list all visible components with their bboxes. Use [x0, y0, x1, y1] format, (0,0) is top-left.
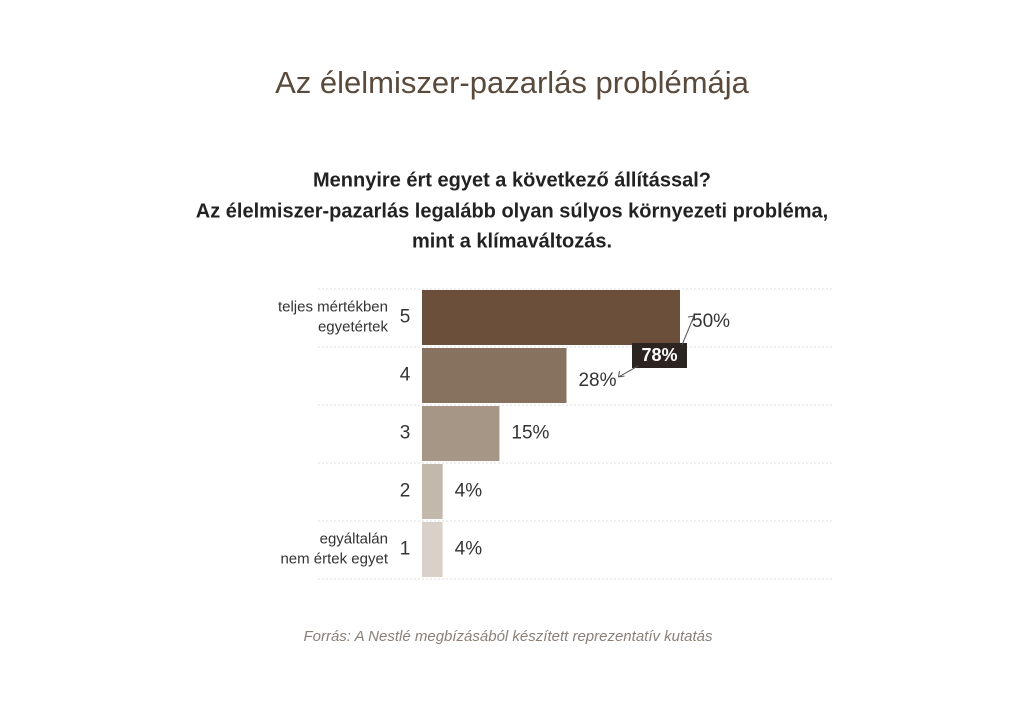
- subtitle: Mennyire ért egyet a következő állítássa…: [313, 169, 711, 191]
- value-label: 15%: [511, 423, 549, 444]
- value-label: 50%: [692, 311, 730, 332]
- category-description: nem értek egyet: [280, 550, 388, 567]
- category-label: 1: [400, 539, 411, 560]
- value-label: 28%: [578, 370, 616, 391]
- bar: [422, 348, 567, 403]
- bar: [422, 464, 443, 519]
- source: Forrás: A Nestlé megbízásából készített …: [303, 628, 713, 645]
- category-label: 2: [400, 481, 411, 502]
- value-label: 4%: [455, 481, 483, 502]
- bar: [422, 406, 500, 461]
- category-description: egyetértek: [318, 318, 389, 335]
- annotation-box: [632, 343, 687, 368]
- annotation-arrow: [617, 365, 639, 378]
- subtitle: mint a klímaváltozás.: [412, 230, 612, 252]
- category-label: 3: [400, 423, 411, 444]
- category-label: 4: [400, 365, 411, 386]
- category-label: 5: [400, 307, 411, 328]
- category-description: egyáltalán: [320, 530, 388, 547]
- annotation-arrow: [681, 315, 695, 346]
- value-label: 4%: [455, 539, 483, 560]
- chart-title: Az élelmiszer-pazarlás problémája: [275, 65, 750, 100]
- subtitle: Az élelmiszer-pazarlás legalább olyan sú…: [196, 200, 828, 222]
- bar: [422, 290, 680, 345]
- bar: [422, 522, 443, 577]
- category-description: teljes mértékben: [278, 298, 388, 315]
- annotation-label: 78%: [641, 345, 677, 365]
